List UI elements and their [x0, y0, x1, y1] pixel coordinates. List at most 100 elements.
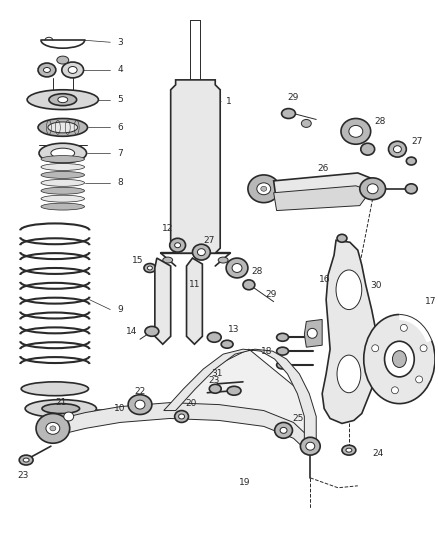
Ellipse shape: [353, 291, 359, 296]
Ellipse shape: [277, 333, 289, 341]
Ellipse shape: [392, 387, 399, 394]
Text: 31: 31: [212, 369, 223, 378]
Polygon shape: [274, 173, 373, 203]
Ellipse shape: [41, 172, 85, 179]
Ellipse shape: [23, 458, 29, 462]
Ellipse shape: [248, 175, 279, 203]
Ellipse shape: [39, 143, 87, 163]
Ellipse shape: [175, 243, 180, 248]
Text: 10: 10: [114, 404, 126, 413]
Ellipse shape: [306, 442, 315, 450]
Ellipse shape: [400, 325, 407, 332]
Ellipse shape: [179, 414, 184, 419]
Ellipse shape: [389, 141, 406, 157]
Ellipse shape: [364, 314, 435, 403]
Ellipse shape: [175, 410, 188, 423]
Ellipse shape: [372, 345, 379, 352]
Polygon shape: [322, 240, 378, 423]
Ellipse shape: [19, 455, 33, 465]
Ellipse shape: [62, 62, 84, 78]
Ellipse shape: [50, 426, 56, 431]
Ellipse shape: [170, 238, 186, 252]
Ellipse shape: [261, 187, 267, 191]
Text: 28: 28: [251, 268, 262, 277]
Text: 18: 18: [261, 346, 272, 356]
Ellipse shape: [416, 376, 423, 383]
Text: 8: 8: [117, 179, 123, 187]
Ellipse shape: [257, 183, 271, 195]
Text: 22: 22: [134, 387, 145, 396]
Text: 26: 26: [318, 165, 329, 173]
Ellipse shape: [163, 257, 173, 263]
Polygon shape: [171, 80, 220, 253]
Ellipse shape: [405, 184, 417, 193]
Ellipse shape: [218, 257, 228, 263]
Ellipse shape: [227, 386, 241, 395]
Text: 24: 24: [372, 449, 383, 458]
Text: 27: 27: [412, 137, 423, 146]
Ellipse shape: [277, 347, 289, 355]
Ellipse shape: [393, 146, 401, 152]
Ellipse shape: [385, 341, 414, 377]
Ellipse shape: [41, 156, 85, 163]
Polygon shape: [274, 186, 371, 211]
Ellipse shape: [349, 125, 363, 138]
Ellipse shape: [226, 258, 248, 278]
Ellipse shape: [46, 423, 60, 434]
Ellipse shape: [280, 427, 287, 433]
Ellipse shape: [232, 263, 242, 272]
Ellipse shape: [36, 414, 70, 443]
Text: 16: 16: [319, 276, 331, 285]
Ellipse shape: [145, 326, 159, 336]
Ellipse shape: [341, 118, 371, 144]
Ellipse shape: [221, 340, 233, 348]
Ellipse shape: [27, 90, 99, 110]
Ellipse shape: [392, 351, 406, 367]
Text: 23: 23: [208, 376, 220, 385]
Ellipse shape: [48, 122, 78, 133]
Ellipse shape: [301, 119, 311, 127]
Text: 13: 13: [228, 325, 240, 334]
Text: 9: 9: [117, 305, 123, 314]
Text: 29: 29: [288, 93, 299, 102]
Ellipse shape: [42, 403, 80, 414]
Ellipse shape: [68, 67, 77, 74]
Ellipse shape: [275, 423, 293, 438]
Ellipse shape: [64, 412, 74, 421]
Text: 6: 6: [117, 123, 123, 132]
Polygon shape: [170, 349, 310, 446]
Ellipse shape: [41, 195, 85, 202]
Ellipse shape: [41, 203, 85, 210]
Ellipse shape: [346, 448, 352, 452]
Ellipse shape: [192, 244, 210, 260]
Ellipse shape: [38, 118, 88, 136]
Ellipse shape: [51, 148, 74, 158]
Ellipse shape: [135, 400, 145, 409]
Text: 14: 14: [127, 327, 138, 336]
Ellipse shape: [41, 164, 85, 171]
Ellipse shape: [277, 361, 289, 369]
Polygon shape: [187, 258, 202, 344]
Ellipse shape: [21, 382, 88, 395]
Ellipse shape: [342, 445, 356, 455]
Ellipse shape: [148, 266, 152, 270]
Ellipse shape: [337, 235, 347, 242]
Ellipse shape: [300, 437, 320, 455]
Text: 5: 5: [117, 95, 123, 104]
Text: 4: 4: [117, 66, 123, 75]
Polygon shape: [304, 319, 322, 347]
Ellipse shape: [420, 345, 427, 352]
Ellipse shape: [41, 187, 85, 194]
Ellipse shape: [337, 355, 361, 393]
Ellipse shape: [41, 180, 85, 187]
Ellipse shape: [406, 157, 416, 165]
Text: 11: 11: [189, 280, 200, 289]
Text: 15: 15: [132, 255, 144, 264]
Text: 1: 1: [226, 97, 232, 106]
Polygon shape: [155, 258, 171, 344]
Text: 20: 20: [186, 399, 197, 408]
Ellipse shape: [361, 143, 374, 155]
Ellipse shape: [336, 270, 362, 310]
Polygon shape: [164, 349, 316, 446]
Ellipse shape: [198, 249, 205, 256]
